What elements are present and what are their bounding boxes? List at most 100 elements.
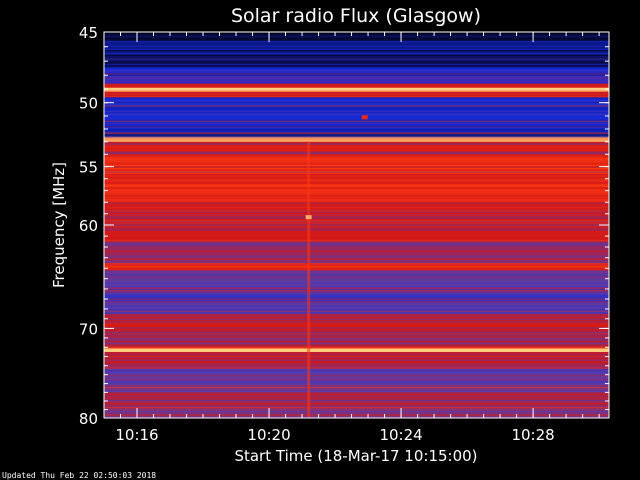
heatmap-band-row — [104, 182, 609, 185]
heatmap-streak — [104, 80, 609, 82]
heatmap-band-row — [104, 40, 609, 43]
y-tick-label: 60 — [79, 217, 98, 235]
heatmap-band-row — [104, 297, 609, 300]
heatmap-band-row — [104, 36, 609, 39]
heatmap-band-row — [104, 140, 609, 143]
heatmap-band-row — [104, 240, 609, 242]
heatmap-band-row — [104, 234, 609, 236]
heatmap-band-row — [104, 188, 609, 191]
heatmap-streak — [104, 345, 609, 347]
heatmap-band-row — [104, 178, 609, 181]
heatmap-band-row — [104, 237, 609, 239]
heatmap-band-row — [104, 344, 609, 347]
heatmap-band-row — [104, 370, 609, 372]
heatmap-band-row — [104, 202, 609, 205]
heatmap-band-row — [104, 205, 609, 208]
heatmap-band-row — [104, 39, 609, 42]
heatmap-band-row — [104, 175, 609, 178]
heatmap-band-row — [104, 214, 609, 217]
heatmap-streak — [104, 105, 609, 107]
heatmap-streak — [104, 73, 609, 75]
heatmap-band-row — [104, 389, 609, 392]
heatmap-band-row — [104, 348, 609, 351]
heatmap-band-row — [104, 309, 609, 312]
heatmap-band-row — [104, 224, 609, 227]
heatmap-streak — [104, 206, 609, 208]
heatmap-band-row — [104, 371, 609, 374]
heatmap-band-row — [104, 194, 609, 197]
heatmap-band-row — [104, 347, 609, 350]
heatmap-band-row — [104, 367, 609, 369]
heatmap-band-row — [104, 212, 609, 215]
heatmap-band-row — [104, 359, 609, 362]
heatmap-streak — [104, 353, 609, 355]
heatmap-band-row — [104, 128, 609, 131]
heatmap-band-row — [104, 98, 609, 101]
heatmap-band-row — [104, 113, 609, 116]
heatmap-band-row — [104, 331, 609, 334]
heatmap-band-row — [104, 206, 609, 209]
heatmap-band-row — [104, 416, 609, 418]
heatmap-band-row — [104, 149, 609, 152]
heatmap-streak — [104, 210, 609, 212]
heatmap-streak — [104, 166, 609, 168]
heatmap-band-row — [104, 243, 609, 245]
heatmap-streak — [104, 239, 609, 241]
heatmap-streak — [104, 165, 609, 167]
heatmap-band-row — [104, 293, 609, 296]
heatmap-band-row — [104, 256, 609, 259]
heatmap-band-row — [104, 356, 609, 359]
heatmap-streak — [104, 122, 609, 124]
heatmap-band-row — [104, 48, 609, 51]
heatmap-band-row — [104, 71, 609, 74]
heatmap-streak — [104, 155, 609, 157]
heatmap-band-row — [104, 282, 609, 285]
heatmap-band-row — [104, 91, 609, 94]
heatmap-band-row — [104, 381, 609, 384]
heatmap-band-row — [104, 399, 609, 402]
heatmap-band-row — [104, 144, 609, 147]
heatmap-streak — [104, 385, 609, 387]
heatmap-band-row — [104, 82, 609, 84]
heatmap-band-row — [104, 127, 609, 130]
heatmap-band-row — [104, 103, 609, 106]
heatmap-band-row — [104, 250, 609, 253]
heatmap-band-row — [104, 154, 609, 157]
heatmap-band-row — [104, 101, 609, 104]
chart-title: Solar radio Flux (Glasgow) — [231, 5, 481, 27]
heatmap-band-row — [104, 255, 609, 258]
heatmap-band-row — [104, 109, 609, 111]
heatmap-band-row — [104, 392, 609, 395]
heatmap-band-row — [104, 223, 609, 226]
heatmap-band-row — [104, 270, 609, 273]
axis-ticks — [103, 31, 609, 419]
heatmap-band-row — [104, 395, 609, 398]
x-tick-label: 10:16 — [115, 426, 158, 444]
heatmap-band-row — [104, 51, 609, 54]
heatmap-band-row — [104, 229, 609, 232]
heatmap-band-row — [104, 208, 609, 211]
heatmap-streak — [104, 152, 609, 154]
heatmap-band-row — [104, 181, 609, 184]
heatmap-band-row — [104, 308, 609, 310]
heatmap-band-row — [104, 368, 609, 371]
heatmap-streak — [104, 368, 609, 370]
heatmap-streak — [104, 151, 609, 153]
heatmap-band-row — [104, 267, 609, 270]
heatmap-band-row — [104, 191, 609, 194]
heatmap-band-row — [104, 398, 609, 401]
heatmap-band-row — [104, 249, 609, 252]
heatmap-band-row — [104, 268, 609, 271]
heatmap-band-row — [104, 169, 609, 172]
heatmap-band-row — [104, 197, 609, 200]
heatmap-band-row — [104, 318, 609, 321]
heatmap-band-row — [104, 327, 609, 330]
heatmap-band-row — [104, 226, 609, 229]
heatmap-streak — [104, 289, 609, 291]
heatmap-spike — [361, 115, 368, 120]
heatmap-band-row — [104, 173, 609, 176]
heatmap-band-row — [104, 68, 609, 71]
heatmap-band-row — [104, 285, 609, 288]
heatmap-band-row — [104, 143, 609, 146]
y-tick-label: 50 — [79, 95, 98, 113]
